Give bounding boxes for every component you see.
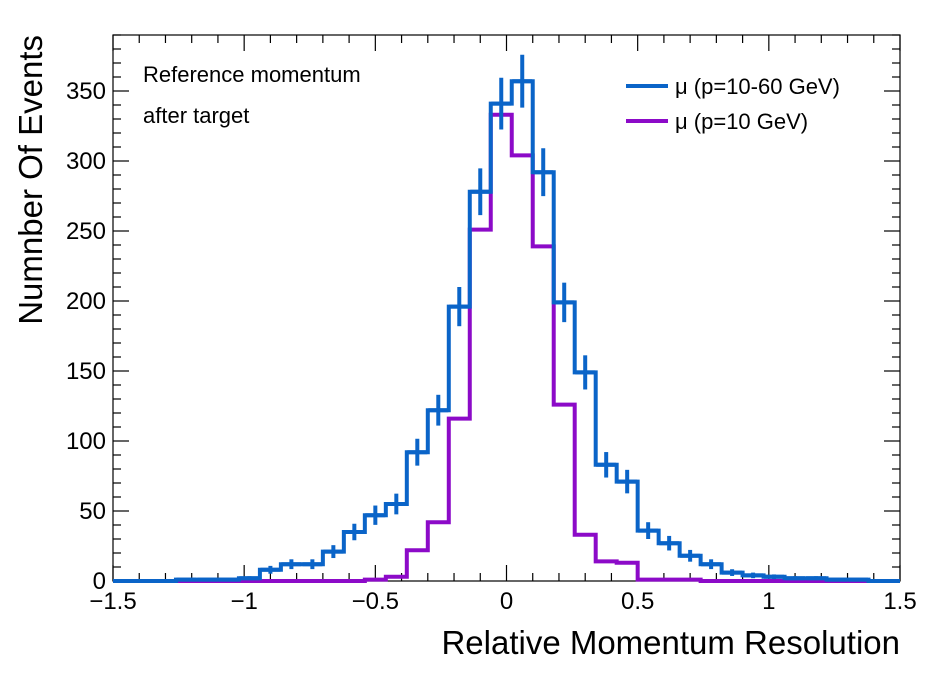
x-tick-label: 1.5	[883, 588, 916, 615]
histogram-series	[113, 54, 900, 583]
histogram-outline-series-2	[113, 112, 900, 583]
legend: μ (p=10-60 GeV) μ (p=10 GeV)	[626, 74, 840, 134]
legend-label-series-2: μ (p=10 GeV)	[675, 109, 808, 134]
series-2	[113, 112, 900, 583]
annotation-line-1: Reference momentum	[143, 62, 361, 87]
x-tick-label: 0.5	[621, 588, 654, 615]
x-tick-labels: −1.5 −1 −0.5 0 0.5 1 1.5	[89, 588, 916, 615]
y-tick-label: 50	[79, 498, 106, 525]
y-tick-labels: 0 50 100 150 200 250 300 350	[66, 78, 106, 595]
y-tick-label: 300	[66, 148, 106, 175]
x-axis-title: Relative Momentum Resolution	[441, 624, 900, 661]
y-tick-label: 250	[66, 218, 106, 245]
x-tick-label: −1	[230, 588, 257, 615]
legend-label-series-1: μ (p=10-60 GeV)	[675, 74, 840, 99]
x-tick-label: −1.5	[89, 588, 136, 615]
y-tick-label: 350	[66, 78, 106, 105]
y-tick-label: 150	[66, 358, 106, 385]
y-tick-label: 0	[93, 568, 106, 595]
y-tick-label: 100	[66, 428, 106, 455]
plot-frame	[112, 34, 901, 582]
y-axis-title: Numnber Of Events	[12, 35, 49, 325]
x-tick-label: 0	[500, 588, 513, 615]
y-tick-label: 200	[66, 288, 106, 315]
x-tick-label: 1	[762, 588, 775, 615]
series-1	[113, 54, 900, 583]
x-tick-label: −0.5	[352, 588, 399, 615]
annotation-line-2: after target	[143, 103, 249, 128]
